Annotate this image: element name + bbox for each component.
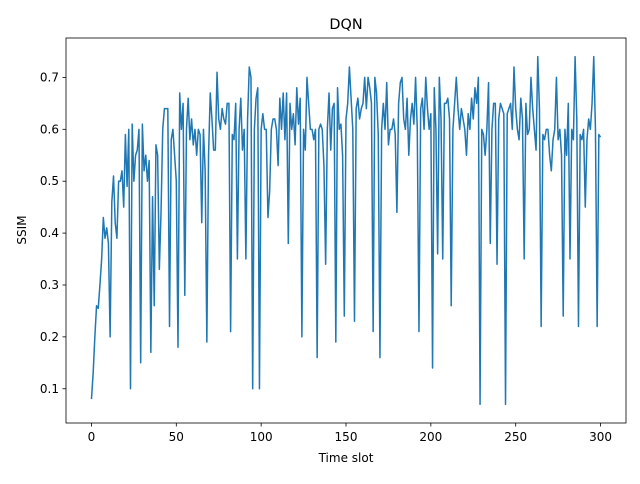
- x-tick-label: 250: [504, 430, 527, 444]
- x-tick-label: 0: [88, 430, 96, 444]
- chart-title: DQN: [329, 17, 362, 33]
- y-tick-label: 0.7: [40, 70, 59, 84]
- data-line: [90, 55, 602, 406]
- y-tick-label: 0.5: [40, 174, 59, 188]
- y-tick-label: 0.4: [40, 226, 59, 240]
- y-tick-label: 0.6: [40, 122, 59, 136]
- x-tick-label: 150: [335, 430, 358, 444]
- y-tick-label: 0.3: [40, 278, 59, 292]
- x-tick-label: 50: [169, 430, 184, 444]
- x-axis-label: Time slot: [318, 451, 374, 465]
- x-tick-label: 300: [589, 430, 612, 444]
- x-tick-label: 100: [250, 430, 273, 444]
- y-axis-label: SSIM: [15, 215, 29, 244]
- y-tick-label: 0.1: [40, 382, 59, 396]
- x-tick-label: 200: [419, 430, 442, 444]
- y-tick-label: 0.2: [40, 330, 59, 344]
